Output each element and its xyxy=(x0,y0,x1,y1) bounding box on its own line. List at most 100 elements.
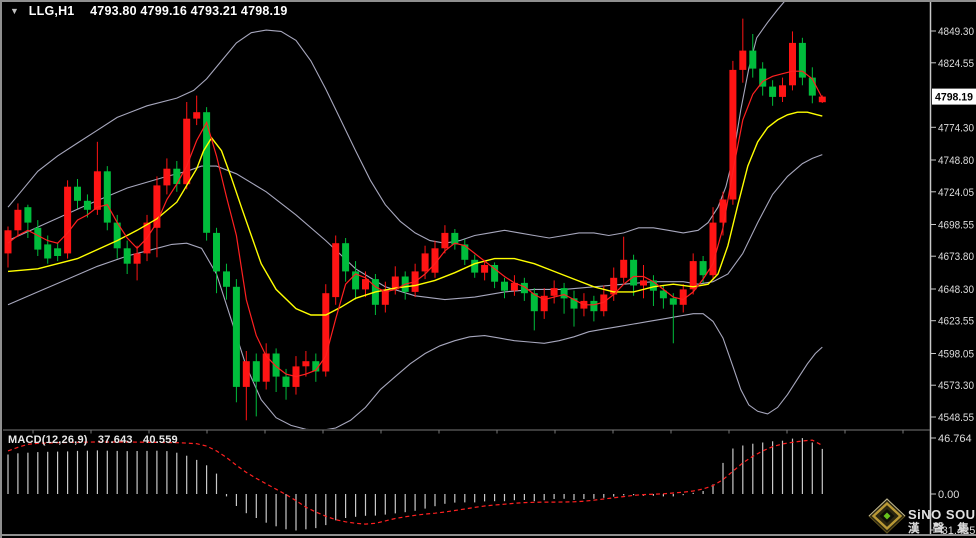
candle-body xyxy=(362,279,369,290)
candle-body xyxy=(173,168,181,185)
macd-value: 37.643 xyxy=(97,434,133,446)
candle-body xyxy=(133,253,141,264)
candle-body xyxy=(44,244,52,259)
candle-body xyxy=(34,227,42,250)
price-tick-label: 4849.30 xyxy=(938,26,974,38)
candle-body xyxy=(630,259,638,286)
candle-body xyxy=(302,361,310,367)
ma-fast-line xyxy=(7,70,823,378)
candle-body xyxy=(481,265,489,273)
price-tick-label: 4623.55 xyxy=(938,316,974,328)
candle-body xyxy=(282,376,290,387)
candle-body xyxy=(113,222,121,249)
macd-tick-label: 46.764 xyxy=(938,433,972,445)
candle-body xyxy=(640,280,647,286)
price-tick-label: 4724.05 xyxy=(938,187,974,199)
candle-body xyxy=(183,118,191,185)
candle-body xyxy=(501,281,508,291)
bollinger-middle-band xyxy=(7,154,823,301)
brand-logo-highlight xyxy=(868,498,906,517)
brand-watermark: SiNO SOUND 漢 聲 集 團 xyxy=(868,498,976,535)
candle-body xyxy=(510,282,518,291)
price-tick-label: 4548.55 xyxy=(938,412,974,424)
macd-indicator-label: MACD(12,26,9) 37.643 40.559 xyxy=(8,434,185,446)
candle-body xyxy=(252,361,260,382)
price-tick-label: 4598.05 xyxy=(938,349,974,361)
candle-body xyxy=(600,294,608,312)
candle-body xyxy=(421,253,429,272)
macd-name-label: MACD(12,26,9) xyxy=(8,434,88,446)
symbol-timeframe-label: LLG,H1 xyxy=(28,4,75,18)
candle-body xyxy=(163,168,171,186)
candle-body xyxy=(4,230,12,254)
candle-body xyxy=(818,96,826,103)
candle-body xyxy=(649,280,657,291)
candle-body xyxy=(550,288,558,296)
candle-body xyxy=(659,290,667,299)
current-price-tag-value: 4798.19 xyxy=(935,92,973,104)
candle-body xyxy=(262,353,270,382)
candle-body xyxy=(540,295,548,312)
candle-body xyxy=(391,276,399,290)
candle-body xyxy=(93,171,101,210)
candle-body xyxy=(590,300,598,312)
price-axis[interactable]: 4849.30 4824.55 4774.30 4748.80 4724.05 4698.… xyxy=(931,26,976,537)
candle-body xyxy=(14,209,22,231)
candle-body xyxy=(242,361,250,387)
candle-body xyxy=(322,293,330,372)
candle-body xyxy=(739,50,747,70)
main-price-pane[interactable] xyxy=(4,0,826,430)
candle-body xyxy=(352,271,360,290)
ohlc-readout: 4793.80 4799.16 4793.21 4798.19 xyxy=(90,4,288,18)
candle-body xyxy=(461,244,469,260)
candle-body xyxy=(769,86,777,97)
candle-body xyxy=(24,207,32,223)
price-tick-label: 4648.30 xyxy=(938,284,974,296)
candle-body xyxy=(332,243,340,298)
bollinger-lower-band xyxy=(7,242,823,429)
candle-body xyxy=(213,232,220,272)
price-tick-label: 4824.55 xyxy=(938,58,974,70)
price-tick-label: 4573.30 xyxy=(938,380,974,392)
candle-body xyxy=(719,199,727,223)
candle-body xyxy=(530,293,538,312)
candle-body xyxy=(193,112,201,119)
candle-body xyxy=(272,353,280,377)
macd-tick-label: 0.00 xyxy=(938,489,959,501)
price-tick-label: 4698.55 xyxy=(938,220,974,232)
candle-body xyxy=(441,232,449,249)
candle-body xyxy=(749,50,757,69)
brand-name-chinese: 漢 聲 集 團 xyxy=(908,521,976,535)
candle-body xyxy=(610,277,618,295)
candle-body xyxy=(83,200,91,210)
candle-body xyxy=(709,222,717,276)
candle-body xyxy=(570,298,578,309)
candle-body xyxy=(64,186,72,254)
candle-body xyxy=(689,261,697,290)
candle-body xyxy=(759,68,767,87)
macd-signal-line xyxy=(7,439,823,525)
candle-body xyxy=(203,112,211,233)
current-price-tag xyxy=(932,88,976,105)
symbol-dropdown-icon[interactable]: ▼ xyxy=(10,6,20,16)
candle-body xyxy=(699,261,707,276)
price-tick-label: 4748.80 xyxy=(938,155,974,167)
candle-body xyxy=(153,185,161,228)
candle-body xyxy=(123,248,131,264)
candle-body xyxy=(560,288,568,299)
chart-title: ▼ LLG,H1 4793.80 4799.16 4793.21 4798.19 xyxy=(10,4,288,18)
candle-body xyxy=(223,271,230,287)
candle-body xyxy=(520,282,528,294)
candle-body xyxy=(451,232,459,245)
candle-body xyxy=(342,243,350,272)
macd-indicator-pane[interactable] xyxy=(7,438,823,531)
candle-body xyxy=(798,42,806,78)
candle-body xyxy=(103,171,111,223)
candle-body xyxy=(789,42,796,86)
candle-body xyxy=(54,248,62,256)
brand-logo-gem-icon xyxy=(883,512,891,520)
candle-body xyxy=(729,69,737,200)
